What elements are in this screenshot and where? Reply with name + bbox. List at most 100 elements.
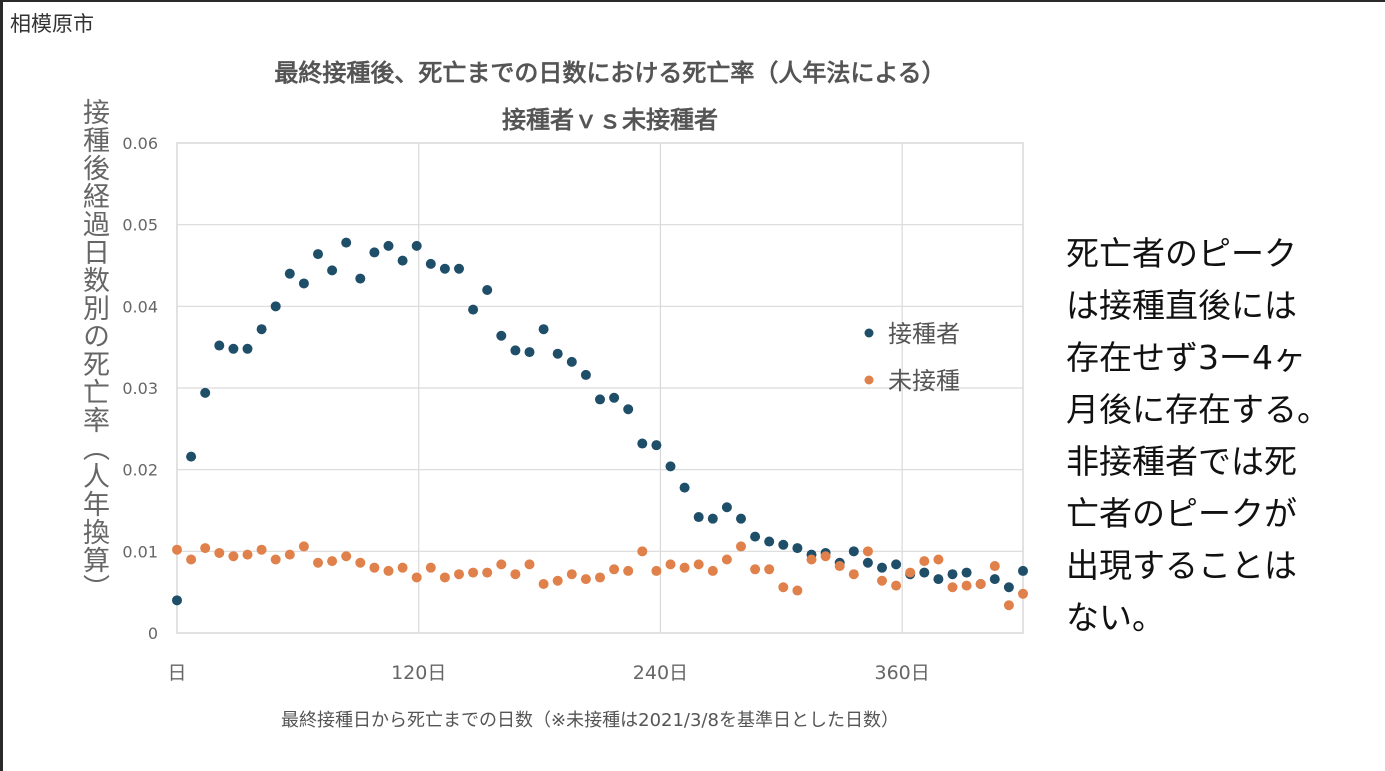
- data-point: [679, 482, 690, 493]
- y-axis-label: 接種後経過日数別の死亡率（人年換算）: [78, 98, 109, 602]
- data-point: [524, 347, 535, 358]
- chart-title: 最終接種後、死亡までの日数における死亡率（人年法による）: [274, 59, 946, 87]
- x-tick-label: 日: [167, 662, 186, 684]
- data-point: [341, 237, 352, 248]
- data-point: [961, 567, 972, 578]
- data-point: [933, 574, 944, 585]
- data-point: [623, 404, 634, 415]
- y-tick-label: 0: [148, 624, 158, 643]
- data-point: [228, 343, 239, 354]
- data-point: [665, 559, 676, 570]
- legend-marker: [864, 328, 874, 338]
- data-point: [778, 539, 789, 550]
- data-point: [651, 565, 662, 576]
- data-point: [355, 557, 366, 568]
- data-point: [736, 513, 746, 524]
- data-point: [862, 557, 873, 568]
- data-point: [721, 502, 732, 513]
- data-point: [327, 556, 338, 567]
- data-point: [200, 387, 211, 398]
- data-point: [637, 546, 648, 557]
- x-tick-label: 360日: [875, 662, 930, 684]
- data-point: [172, 544, 182, 555]
- data-point: [242, 549, 253, 560]
- data-point: [820, 551, 831, 562]
- data-point: [369, 562, 380, 573]
- data-point: [693, 559, 704, 570]
- data-point: [270, 554, 281, 565]
- data-point: [806, 554, 817, 565]
- scatter-chart: 0 0.01 0.02 0.03 0.04 0.05 0.06 日 120日 240日 360日 接種…: [122, 134, 1028, 684]
- data-point: [792, 585, 803, 596]
- y-tick-label: 0.04: [122, 297, 158, 316]
- annotation-note: 死亡者のピーク は接種直後には 存在せず3ー4ヶ 月後に存在する。 非接種者では…: [1066, 234, 1330, 637]
- data-point: [383, 565, 394, 576]
- data-point: [369, 247, 380, 258]
- data-point: [693, 512, 704, 523]
- data-point: [595, 394, 605, 405]
- data-point: [975, 579, 986, 589]
- data-point: [425, 258, 436, 269]
- y-tick-label: 0.03: [122, 379, 158, 398]
- data-point: [454, 569, 464, 580]
- data-point: [298, 278, 309, 289]
- data-point: [355, 273, 366, 284]
- data-point: [468, 304, 479, 315]
- data-point: [510, 569, 521, 580]
- x-tick-label: 240日: [633, 662, 688, 684]
- data-point: [552, 348, 563, 359]
- data-point: [707, 565, 718, 576]
- data-point: [750, 531, 761, 542]
- data-point: [736, 541, 746, 552]
- data-point: [439, 572, 450, 583]
- data-point: [425, 562, 436, 573]
- data-point: [862, 546, 873, 557]
- data-point: [834, 561, 845, 572]
- data-point: [609, 392, 620, 403]
- data-point: [298, 541, 309, 552]
- data-point: [256, 544, 267, 555]
- data-point: [397, 562, 408, 573]
- data-point: [961, 580, 972, 591]
- data-point: [679, 562, 690, 573]
- y-tick-label: 0.01: [122, 542, 158, 561]
- data-point: [496, 330, 507, 341]
- data-point: [778, 582, 789, 593]
- data-point: [242, 343, 253, 354]
- data-point: [919, 567, 930, 578]
- data-point: [933, 554, 944, 565]
- data-point: [186, 554, 197, 565]
- data-point: [313, 557, 323, 568]
- x-axis-label: 最終接種日から死亡までの日数（※未接種は2021/3/8を基準日とした日数）: [281, 710, 899, 731]
- data-point: [566, 569, 577, 580]
- data-point: [721, 554, 732, 565]
- legend-label: 未接種: [888, 367, 960, 395]
- data-point: [947, 569, 958, 580]
- data-point: [792, 543, 803, 554]
- data-point: [397, 255, 408, 266]
- y-tick-label: 0.02: [122, 461, 158, 480]
- data-point: [609, 564, 620, 575]
- data-point: [186, 451, 197, 462]
- data-point: [538, 579, 549, 589]
- data-point: [665, 461, 676, 472]
- data-point: [1018, 565, 1028, 576]
- data-point: [919, 556, 930, 567]
- x-tick-label: 120日: [391, 662, 446, 684]
- data-point: [637, 438, 648, 449]
- data-point: [228, 551, 239, 562]
- data-point: [1003, 582, 1014, 593]
- data-point: [566, 356, 577, 367]
- data-point: [989, 561, 1000, 572]
- data-point: [595, 572, 605, 583]
- data-point: [891, 580, 902, 591]
- data-point: [989, 574, 1000, 585]
- data-point: [496, 559, 507, 570]
- data-point: [552, 575, 563, 586]
- data-point: [284, 549, 295, 560]
- data-point: [482, 285, 493, 295]
- chart-subtitle: 接種者ｖｓ未接種者: [502, 106, 718, 134]
- data-point: [848, 546, 859, 557]
- data-point: [341, 551, 352, 562]
- data-point: [580, 369, 591, 380]
